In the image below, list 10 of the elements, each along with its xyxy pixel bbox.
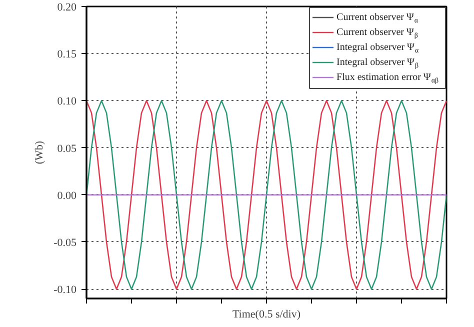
line-series bbox=[86, 100, 446, 290]
y-tick-label: -0.10 bbox=[54, 284, 77, 296]
y-tick-label: 0.05 bbox=[57, 142, 77, 155]
y-tick-label: 0.00 bbox=[57, 190, 77, 202]
x-axis-title: Time(0.5 s/div) bbox=[232, 308, 301, 320]
y-tick-label: -0.05 bbox=[54, 236, 77, 249]
y-tick-label: 0.20 bbox=[57, 2, 77, 14]
y-tick-label: 0.15 bbox=[57, 48, 77, 61]
y-axis-title: (Wb) bbox=[34, 140, 46, 164]
y-tick-label: 0.10 bbox=[57, 96, 77, 108]
